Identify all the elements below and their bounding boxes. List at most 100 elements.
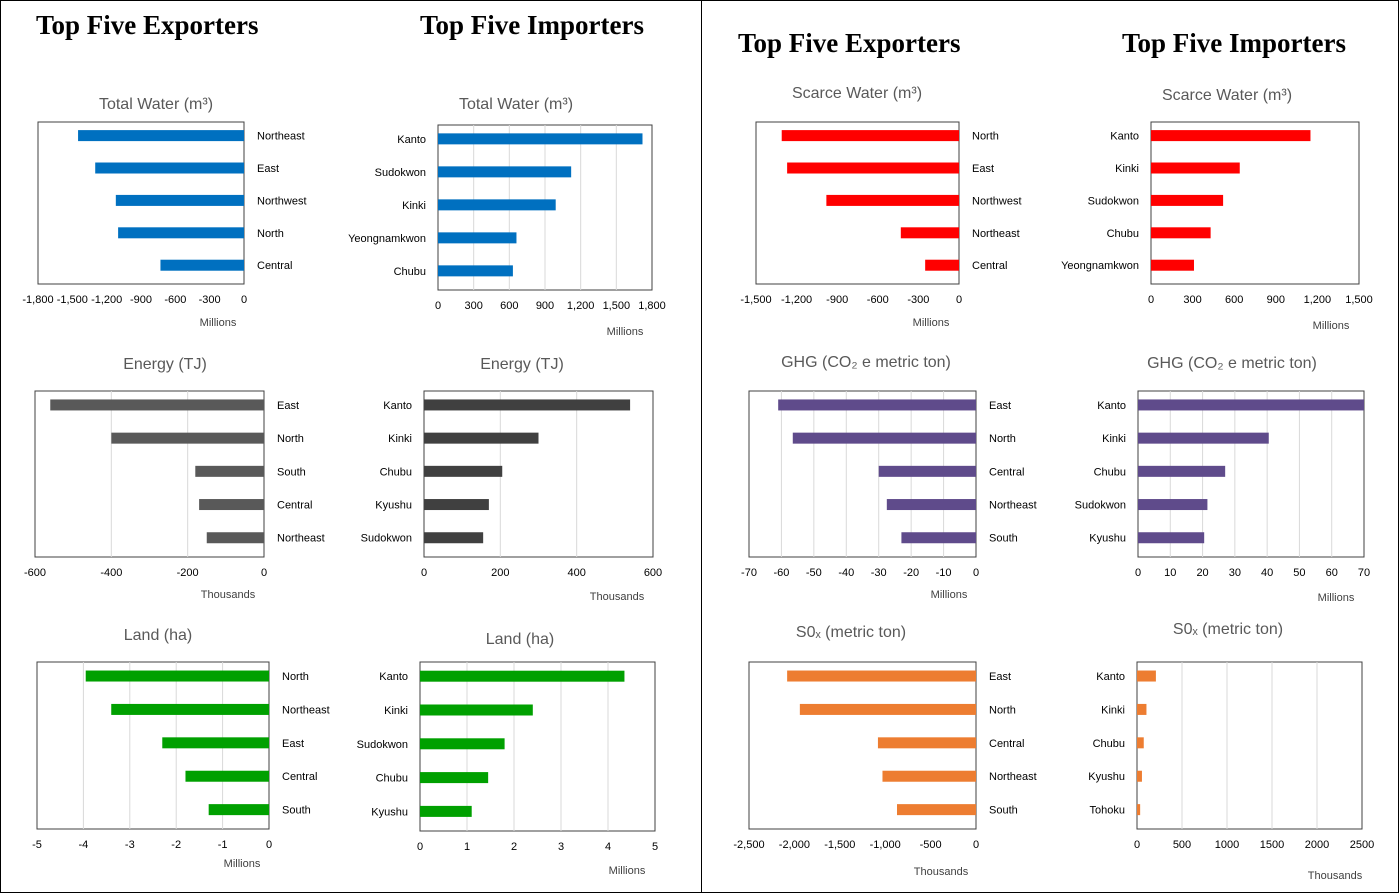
tick-label: -2: [171, 839, 181, 851]
tick-label: 200: [491, 567, 509, 579]
category-label: South: [277, 466, 306, 478]
tick-label: 1,500: [603, 300, 631, 312]
unit-label: Millions: [224, 858, 261, 870]
bar: [799, 703, 976, 715]
tick-label: 1500: [1260, 839, 1284, 851]
tick-label: -400: [100, 567, 122, 579]
category-label: North: [257, 228, 284, 240]
chart-land-imp: Land (ha) Kanto Kinki Sudokwon Chubu Kyushu 0 1…: [357, 631, 658, 877]
bar: [420, 704, 533, 716]
unit-label: Thousands: [1308, 870, 1363, 882]
bar: [1137, 737, 1144, 749]
category-label: Chubu: [1094, 466, 1126, 478]
category-label: Northeast: [989, 500, 1037, 512]
tick-label: 30: [1229, 567, 1241, 579]
category-label: Northeast: [972, 228, 1020, 240]
chart-en-imp: Energy (TJ) Kanto Kinki Chubu Kyushu Sudokwon…: [361, 356, 663, 603]
heading-right-exporters: Top Five Exporters: [738, 28, 961, 58]
bar: [424, 532, 484, 544]
tick-label: -4: [79, 839, 89, 851]
tick-label: 600: [1225, 294, 1243, 306]
bar: [925, 259, 959, 271]
tick-label: 50: [1293, 567, 1305, 579]
heading-left-exporters: Top Five Exporters: [36, 10, 259, 40]
bar: [1138, 432, 1269, 444]
bar: [787, 162, 959, 174]
category-label: North: [282, 671, 309, 683]
tick-label: 0: [421, 567, 427, 579]
category-label: Sudokwon: [1075, 500, 1126, 512]
bar: [420, 772, 489, 784]
category-label: Northeast: [277, 533, 325, 545]
tick-label: 0: [241, 294, 247, 306]
tick-label: -1,200: [91, 294, 122, 306]
bar: [424, 399, 631, 411]
tick-label: -1,200: [781, 294, 812, 306]
unit-label: Millions: [1318, 592, 1355, 604]
tick-label: -2,000: [779, 839, 810, 851]
bar: [1151, 130, 1311, 142]
bar: [420, 805, 472, 817]
unit-label: Millions: [931, 589, 968, 601]
bar: [438, 265, 513, 277]
chart-title: Energy (TJ): [480, 356, 564, 373]
tick-label: -1,000: [870, 839, 901, 851]
bar: [111, 703, 270, 715]
bar: [901, 532, 976, 544]
chart-sw-imp: Scarce Water (m³) Kanto Kinki Sudokwon Chubu…: [1061, 87, 1373, 332]
category-label: Kinki: [388, 433, 412, 445]
tick-label: -60: [773, 567, 789, 579]
bar: [781, 130, 959, 142]
tick-label: 2000: [1305, 839, 1329, 851]
chart-tw-exp: Total Water (m³) Northeast East Northwest No…: [22, 96, 306, 329]
bar: [420, 738, 505, 750]
category-label: Northwest: [972, 195, 1022, 207]
tick-label: 1,800: [638, 300, 666, 312]
tick-label: -1: [218, 839, 228, 851]
bar: [160, 259, 244, 271]
right-panel: [701, 0, 1399, 893]
category-label: Central: [972, 260, 1007, 272]
bar: [1138, 499, 1208, 511]
category-label: Kanto: [379, 671, 408, 683]
bar: [1151, 259, 1194, 271]
bar: [206, 532, 264, 544]
category-label: East: [989, 671, 1011, 683]
tick-label: 4: [605, 841, 611, 853]
category-label: Chubu: [394, 266, 426, 278]
category-label: Kinki: [402, 200, 426, 212]
unit-label: Millions: [609, 865, 646, 877]
unit-label: Millions: [1313, 320, 1350, 332]
category-label: Tohoku: [1090, 805, 1125, 817]
chart-title: Total Water (m³): [459, 96, 573, 113]
category-label: Kanto: [383, 400, 412, 412]
tick-label: -200: [177, 567, 199, 579]
chart-title: Land (ha): [124, 627, 193, 644]
category-label: North: [989, 704, 1016, 716]
tick-label: 0: [1135, 567, 1141, 579]
unit-label: Thousands: [201, 589, 256, 601]
bar: [424, 465, 503, 477]
chart-sox-imp: S0ₓ (metric ton) Kanto Kinki Chubu Kyushu Toh…: [1088, 621, 1374, 882]
bar: [897, 804, 976, 816]
left-panel: [0, 0, 702, 893]
bar: [111, 432, 264, 444]
unit-label: Millions: [200, 317, 237, 329]
category-label: Kinki: [1102, 433, 1126, 445]
bar: [438, 166, 572, 178]
bar: [424, 432, 539, 444]
tick-label: 5: [652, 841, 658, 853]
tick-label: -300: [199, 294, 221, 306]
tick-label: 1: [464, 841, 470, 853]
tick-label: -1,500: [740, 294, 771, 306]
category-label: Chubu: [1107, 228, 1139, 240]
tick-label: -2,500: [733, 839, 764, 851]
chart-sox-exp: S0ₓ (metric ton) East North Central Northeas…: [733, 624, 1036, 878]
bar: [792, 432, 976, 444]
category-label: East: [282, 738, 304, 750]
category-label: Sudokwon: [375, 167, 426, 179]
plot-frame: [1136, 661, 1363, 830]
category-label: East: [972, 163, 994, 175]
bar: [1151, 162, 1240, 174]
